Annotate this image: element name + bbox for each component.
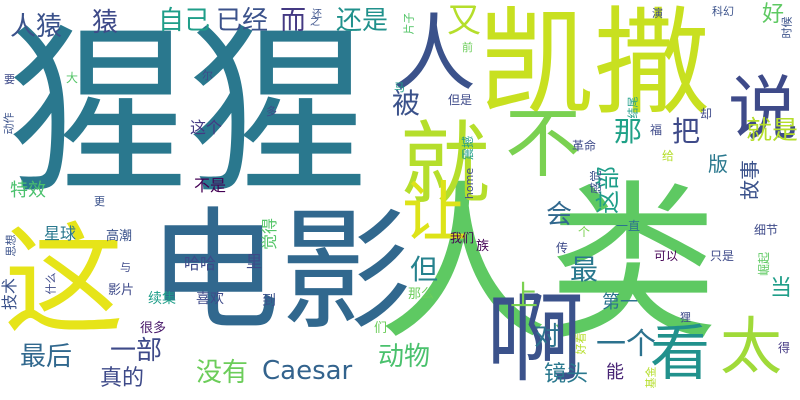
word: 看 <box>650 319 710 389</box>
word: 这个 <box>190 118 223 137</box>
word: 这 <box>4 212 124 351</box>
word: 上 <box>510 279 539 312</box>
word: 细节 <box>754 223 779 237</box>
word: 给 <box>662 149 675 163</box>
word: 里 <box>246 252 263 271</box>
word: 只是 <box>710 249 735 263</box>
word: 动物 <box>378 342 431 372</box>
word: 就 <box>400 112 490 217</box>
word: 狸 <box>680 311 691 324</box>
word: 很多 <box>140 321 167 336</box>
word: 还是 <box>336 6 389 36</box>
word: 马 <box>394 81 405 94</box>
word: 就是 <box>746 116 799 146</box>
word: 革命 <box>572 139 597 153</box>
word: 得 <box>778 341 791 355</box>
word: 高潮 <box>106 229 133 244</box>
word: 喜欢 <box>196 291 224 307</box>
word: 最后 <box>20 342 73 372</box>
word: 什么 <box>44 272 58 295</box>
word: 到 <box>262 293 276 309</box>
word: 时候 <box>780 16 794 39</box>
word: 让 <box>402 174 468 251</box>
word: 技术 <box>0 277 20 311</box>
word: 个 <box>578 225 591 239</box>
word: 特效 <box>10 180 46 201</box>
word: 对 <box>534 322 561 352</box>
word: 族 <box>476 239 490 254</box>
word: 与 <box>120 261 131 274</box>
word: 感觉 <box>589 169 604 195</box>
word: 啊 <box>486 282 585 396</box>
word: 而 <box>280 6 307 36</box>
word: 没有 <box>196 358 249 388</box>
word: 把 <box>672 115 701 148</box>
word: 版 <box>708 152 728 176</box>
word: 第一 <box>602 292 638 313</box>
word: 动作 <box>2 112 16 135</box>
word: 那么 <box>408 287 435 302</box>
word: 却 <box>700 107 713 121</box>
word: 更 <box>94 195 105 208</box>
word: 多 <box>266 105 277 118</box>
word: 一部 <box>110 336 163 366</box>
word: 但是 <box>448 93 473 107</box>
word: 猩猩 <box>8 9 369 218</box>
word: 觉得 <box>260 217 280 251</box>
word: 思想 <box>4 234 18 257</box>
word: 被 <box>392 87 421 120</box>
word: 猿 <box>92 8 119 38</box>
word: 能 <box>606 362 624 383</box>
word: 影片 <box>108 283 135 298</box>
word: 尔 <box>202 69 213 82</box>
word: 最 <box>570 253 599 286</box>
word: home <box>463 167 477 200</box>
word: 自己 <box>158 6 211 36</box>
word: 哈哈 <box>184 254 217 273</box>
word: 震撼 <box>461 135 476 161</box>
word: 镜头 <box>544 362 589 387</box>
word: 太 <box>720 310 783 383</box>
word: 会 <box>546 200 573 230</box>
word: 好看 <box>574 332 588 355</box>
word: 福 <box>650 123 663 137</box>
word: 凯撒 <box>478 0 710 131</box>
word: 一直 <box>616 219 641 233</box>
word: 科幻 <box>712 5 734 18</box>
word: 前 <box>462 41 473 54</box>
word: 不是 <box>194 176 227 195</box>
word: 不 <box>505 99 581 188</box>
word: 结尾 <box>626 96 640 119</box>
word: 基金 <box>644 366 658 389</box>
word: 又 <box>447 1 481 41</box>
word: 人类 <box>378 166 719 364</box>
word: 星球 <box>44 224 77 243</box>
word: 当 <box>770 276 793 301</box>
word: 还 <box>312 9 322 20</box>
word: 我们 <box>450 231 475 245</box>
word: 但 <box>410 253 439 286</box>
word: 一个 <box>596 327 656 362</box>
word: 好 <box>762 2 785 27</box>
word: 已经 <box>216 6 269 36</box>
word: 演 <box>652 7 663 20</box>
word: 片子 <box>402 12 416 35</box>
word: 大 <box>66 71 79 85</box>
word: 要 <box>4 73 15 86</box>
word: 续集 <box>148 291 176 307</box>
word: 真的 <box>100 366 145 391</box>
word: Caesar <box>262 356 353 386</box>
word: 可以 <box>654 249 679 263</box>
word: 人 <box>392 5 477 103</box>
word: 那 <box>614 115 643 148</box>
word: 们 <box>374 321 388 336</box>
word: 故事 <box>738 160 762 200</box>
word: 人猿 <box>10 12 63 42</box>
word: 传 <box>556 241 569 255</box>
word: 之 <box>310 17 320 28</box>
word: 说 <box>728 68 798 150</box>
word: 电影 <box>148 195 412 349</box>
word: 崛起 <box>757 251 772 277</box>
